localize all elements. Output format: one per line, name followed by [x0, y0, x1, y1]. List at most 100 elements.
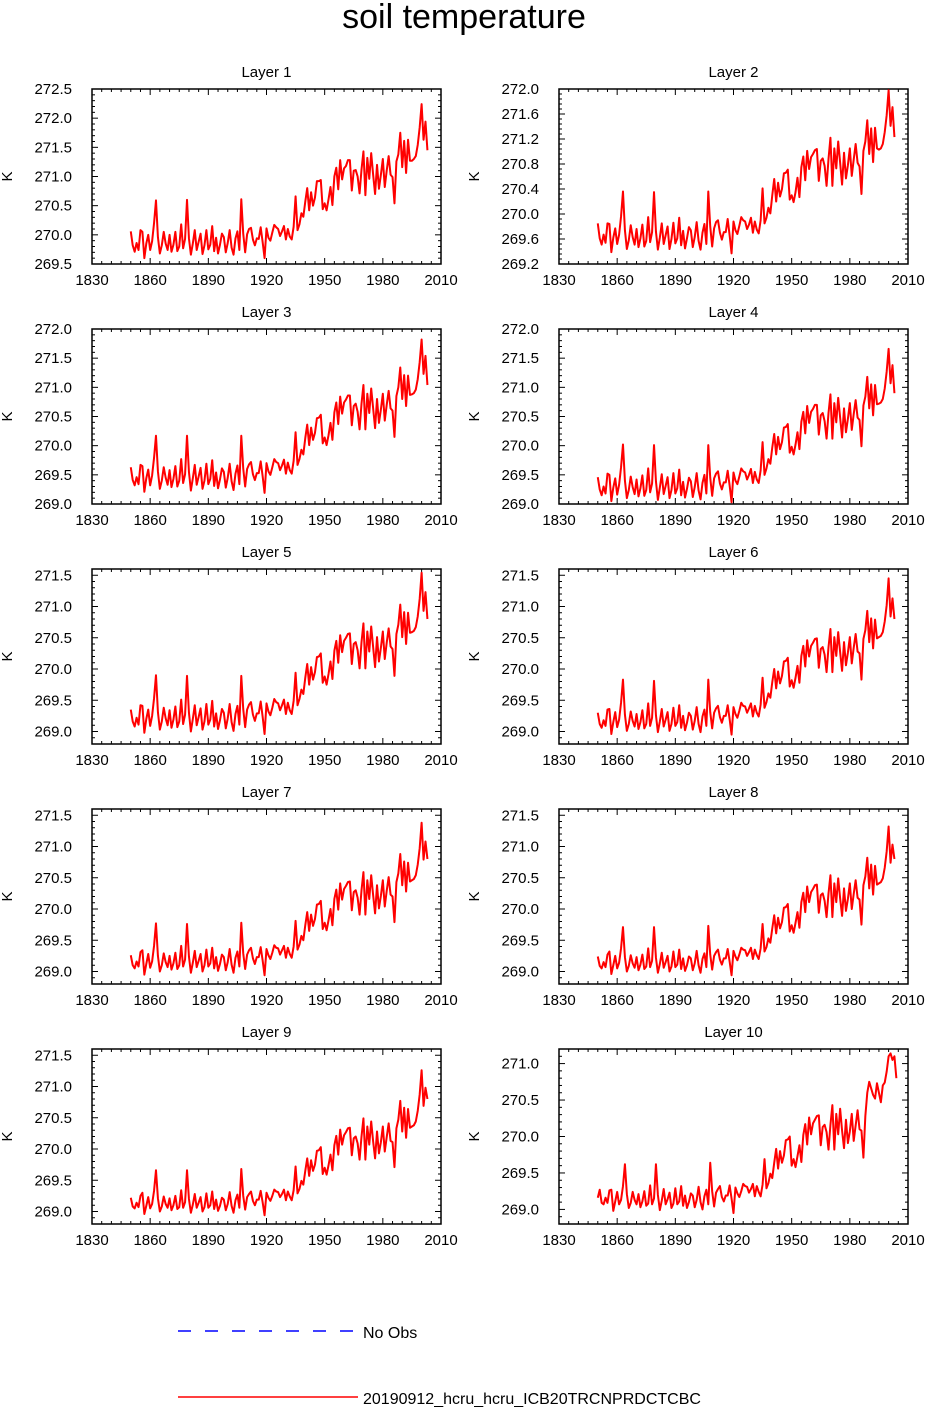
- y-tick-label: 269.5: [34, 1172, 72, 1189]
- x-tick-label: 1890: [659, 752, 692, 769]
- y-tick-label: 269.5: [501, 692, 539, 709]
- panel-1: Layer 1 K 1830 1860 1890 1920 1950 1980 2010 269.…: [0, 64, 458, 289]
- y-tick-label: 271.5: [501, 567, 539, 584]
- panel-title: Layer 1: [241, 64, 291, 81]
- panel-2: Layer 2 K 1830 1860 1890 1920 1950 1980 2010 269.…: [466, 64, 925, 289]
- series-line: [129, 103, 429, 260]
- series-line: [129, 821, 429, 977]
- x-tick-label: 1890: [192, 992, 225, 1009]
- series-line: [596, 1052, 898, 1215]
- y-tick-label: 269.5: [34, 256, 72, 273]
- y-tick-label: 270.0: [34, 1141, 72, 1158]
- x-tick-label: 1980: [366, 272, 399, 289]
- x-tick-label: 1830: [542, 992, 575, 1009]
- x-tick-label: 1860: [133, 992, 166, 1009]
- y-tick-label: 271.2: [501, 131, 539, 148]
- y-axis-label: K: [466, 411, 483, 421]
- y-tick-label: 271.0: [501, 379, 539, 396]
- y-tick-label: 271.0: [34, 599, 72, 616]
- y-axis-label: K: [466, 1131, 483, 1141]
- y-axis-label: K: [0, 891, 16, 901]
- y-tick-label: 271.0: [501, 1056, 539, 1073]
- x-tick-label: 1860: [133, 272, 166, 289]
- y-tick-label: 272.5: [34, 81, 72, 98]
- panel-title: Layer 5: [241, 544, 291, 561]
- y-tick-label: 270.0: [34, 661, 72, 678]
- panel-4: Layer 4 K 1830 1860 1890 1920 1950 1980 2010 269.…: [466, 304, 925, 529]
- x-tick-label: 2010: [891, 992, 924, 1009]
- y-tick-label: 270.0: [501, 438, 539, 455]
- x-tick-label: 2010: [424, 992, 457, 1009]
- x-tick-label: 2010: [424, 512, 457, 529]
- y-tick-label: 270.5: [34, 870, 72, 887]
- y-axis-label: K: [0, 1131, 16, 1141]
- y-tick-label: 271.5: [34, 807, 72, 824]
- panel-title: Layer 3: [241, 304, 291, 321]
- y-tick-label: 270.0: [34, 227, 72, 244]
- y-tick-label: 270.8: [501, 156, 539, 173]
- x-tick-label: 1890: [659, 512, 692, 529]
- y-tick-label: 270.5: [34, 1110, 72, 1127]
- legend: No Obs 20190912_hcru_hcru_ICB20TRCNPRDCT…: [178, 1325, 701, 1407]
- x-tick-label: 1980: [366, 752, 399, 769]
- x-tick-label: 2010: [891, 512, 924, 529]
- series-line: [129, 571, 429, 735]
- x-tick-label: 1830: [75, 992, 108, 1009]
- x-tick-label: 1950: [308, 992, 341, 1009]
- y-tick-label: 270.5: [501, 630, 539, 647]
- y-tick-label: 270.0: [501, 901, 539, 918]
- x-tick-label: 1830: [542, 1232, 575, 1249]
- y-tick-label: 271.5: [34, 139, 72, 156]
- y-tick-label: 271.5: [34, 350, 72, 367]
- x-tick-label: 2010: [891, 1232, 924, 1249]
- y-tick-label: 270.0: [501, 206, 539, 223]
- panel-title: Layer 6: [708, 544, 758, 561]
- y-tick-label: 270.0: [34, 438, 72, 455]
- panel-title: Layer 2: [708, 64, 758, 81]
- y-tick-label: 270.0: [501, 1129, 539, 1146]
- x-tick-label: 1920: [250, 512, 283, 529]
- x-tick-label: 1830: [542, 272, 575, 289]
- y-tick-label: 269.2: [501, 256, 539, 273]
- x-tick-label: 1860: [600, 512, 633, 529]
- y-axis-label: K: [466, 891, 483, 901]
- x-tick-label: 2010: [424, 272, 457, 289]
- x-tick-label: 1920: [717, 272, 750, 289]
- panel-6: Layer 6 K 1830 1860 1890 1920 1950 1980 2010 269.…: [466, 544, 925, 769]
- y-tick-label: 271.0: [34, 379, 72, 396]
- y-tick-label: 270.0: [34, 901, 72, 918]
- series-line: [596, 825, 896, 977]
- panel-7: Layer 7 K 1830 1860 1890 1920 1950 1980 2010 269.…: [0, 784, 458, 1009]
- y-tick-label: 269.0: [501, 964, 539, 981]
- y-tick-label: 269.0: [34, 964, 72, 981]
- panel-title: Layer 4: [708, 304, 758, 321]
- x-tick-label: 1950: [775, 752, 808, 769]
- y-tick-label: 271.0: [34, 169, 72, 186]
- x-tick-label: 1890: [659, 992, 692, 1009]
- x-tick-label: 1950: [308, 1232, 341, 1249]
- y-tick-label: 271.0: [34, 839, 72, 856]
- x-tick-label: 1830: [542, 512, 575, 529]
- panel-title: Layer 9: [241, 1024, 291, 1041]
- y-tick-label: 270.0: [501, 661, 539, 678]
- y-tick-label: 271.0: [34, 1079, 72, 1096]
- x-tick-label: 1890: [192, 752, 225, 769]
- panel-title: Layer 10: [704, 1024, 762, 1041]
- y-axis-label: K: [466, 171, 483, 181]
- y-tick-label: 269.5: [501, 467, 539, 484]
- y-tick-label: 269.0: [501, 724, 539, 741]
- x-tick-label: 1920: [250, 272, 283, 289]
- x-tick-label: 1980: [833, 992, 866, 1009]
- x-tick-label: 1920: [250, 1232, 283, 1249]
- y-tick-label: 272.0: [34, 110, 72, 127]
- x-tick-label: 1980: [833, 1232, 866, 1249]
- y-tick-label: 269.5: [34, 932, 72, 949]
- x-tick-label: 1980: [833, 512, 866, 529]
- panel-10: Layer 10 K 1830 1860 1890 1920 1950 1980 2010 269…: [466, 1024, 925, 1249]
- y-axis-label: K: [0, 171, 16, 181]
- x-tick-label: 1920: [717, 992, 750, 1009]
- x-tick-label: 1860: [600, 752, 633, 769]
- x-tick-label: 1950: [775, 512, 808, 529]
- x-tick-label: 1920: [717, 1232, 750, 1249]
- x-tick-label: 1950: [308, 272, 341, 289]
